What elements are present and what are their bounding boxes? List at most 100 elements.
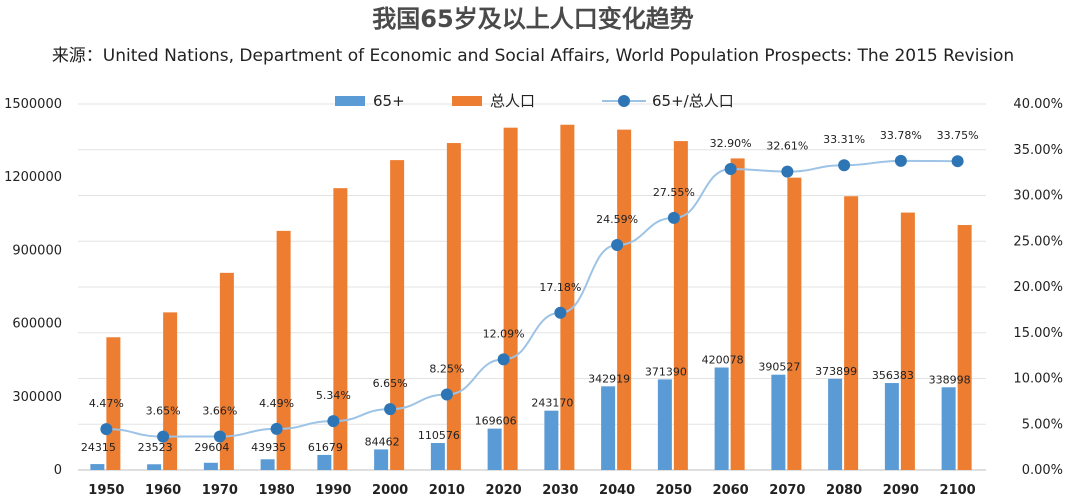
bar-total-population	[446, 143, 461, 471]
ratio-point	[384, 403, 397, 416]
bar-65-plus	[884, 383, 899, 470]
legend-label-ratio: 65+/总人口	[652, 92, 734, 110]
y-right-tick-label: 10.00%	[1013, 372, 1063, 387]
x-tick-label: 1950	[88, 483, 124, 498]
ratio-line-path	[106, 159, 958, 438]
ratio-label: 24.59%	[596, 213, 638, 226]
ratio-point	[213, 430, 226, 443]
bar-65-plus	[203, 462, 218, 470]
right-axis: 0.00% 5.00% 10.00% 15.00% 20.00% 25.00% 30.00%…	[1013, 97, 1063, 478]
x-tick-label: 2090	[883, 483, 919, 498]
bar-65-plus	[657, 379, 672, 470]
y-left-tick-label: 1500000	[4, 97, 62, 112]
x-tick-label: 2070	[769, 483, 805, 498]
ratio-label: 5.34%	[316, 389, 351, 402]
ratio-label: 27.55%	[653, 186, 695, 199]
bar-65-plus-label: 371390	[645, 365, 687, 378]
bar-65-plus-label: 390527	[758, 361, 800, 374]
x-tick-label: 1990	[315, 483, 351, 498]
bar-total-population	[219, 272, 234, 470]
ratio-label: 4.47%	[89, 397, 124, 410]
ratio-point	[781, 165, 794, 178]
ratio-point	[667, 211, 680, 224]
bar-total-population	[560, 124, 575, 471]
x-tick-label: 2030	[542, 483, 578, 498]
bar-65-plus-label: 420078	[702, 354, 744, 367]
ratio-point	[951, 155, 964, 168]
bar-65-plus-label: 373899	[815, 365, 857, 378]
ratio-point	[100, 423, 113, 436]
ratio-point	[611, 239, 624, 252]
bar-total-population	[787, 177, 802, 471]
x-tick-label: 1960	[145, 483, 181, 498]
bars: 24315 23523 29604 43935 61679 84462 110576 1696…	[81, 124, 972, 471]
ratio-point	[440, 388, 453, 401]
bar-total-population	[390, 160, 405, 470]
bar-total-population	[730, 158, 745, 471]
legend-swatch-total	[452, 96, 482, 106]
ratio-point	[327, 415, 340, 428]
bar-total-population	[163, 312, 178, 470]
y-left-tick-label: 1200000	[4, 170, 62, 185]
left-axis: 0 300000 600000 900000 1200000 1500000	[4, 97, 62, 478]
bar-65-plus	[374, 449, 389, 470]
bar-65-plus-label: 110576	[418, 429, 460, 442]
ratio-label: 32.61%	[766, 140, 808, 153]
bar-65-plus-label: 356383	[872, 369, 914, 382]
ratio-label: 3.65%	[146, 405, 181, 418]
legend-label-65-plus: 65+	[373, 92, 405, 110]
y-left-tick-label: 0	[54, 463, 62, 478]
x-tick-label: 2100	[940, 483, 976, 498]
y-right-tick-label: 25.00%	[1013, 234, 1063, 249]
chart-title: 我国65岁及以上人口变化趋势	[372, 5, 693, 33]
x-axis: 1950 1960 1970 1980 1990 2000 2010 2020 2030 2040…	[88, 483, 975, 498]
ratio-label: 4.49%	[259, 397, 294, 410]
x-tick-label: 2080	[826, 483, 862, 498]
y-left-tick-label: 300000	[12, 390, 62, 405]
bar-65-plus-label: 43935	[251, 441, 286, 454]
bar-total-population	[844, 196, 859, 470]
x-tick-label: 2010	[429, 483, 465, 498]
legend: 65+ 总人口 65+/总人口	[335, 92, 734, 110]
ratio-line: 4.47% 3.65% 3.66% 4.49% 5.34% 6.65% 8.25% 12.09…	[89, 129, 979, 443]
bar-65-plus-label: 84462	[365, 435, 400, 448]
bar-65-plus	[828, 378, 843, 470]
bar-65-plus	[601, 386, 616, 470]
ratio-point	[270, 422, 283, 435]
y-right-tick-label: 15.00%	[1013, 326, 1063, 341]
x-tick-label: 1980	[259, 483, 295, 498]
x-tick-label: 2050	[656, 483, 692, 498]
y-right-tick-label: 40.00%	[1013, 97, 1063, 112]
bar-total-population	[276, 230, 291, 470]
x-tick-label: 2060	[713, 483, 749, 498]
bar-65-plus-label: 338998	[929, 373, 971, 386]
x-tick-label: 1970	[202, 483, 238, 498]
ratio-point	[724, 162, 737, 175]
bar-65-plus	[317, 454, 332, 470]
legend-marker-ratio	[618, 95, 630, 107]
bar-65-plus	[714, 367, 729, 470]
ratio-point	[838, 159, 851, 172]
bar-65-plus	[260, 459, 275, 470]
bar-65-plus	[544, 410, 559, 470]
ratio-label: 6.65%	[373, 377, 408, 390]
bar-65-plus-label: 29604	[194, 441, 229, 454]
bar-total-population	[673, 141, 688, 470]
bar-65-plus-label: 342919	[588, 372, 630, 385]
ratio-label: 33.31%	[823, 133, 865, 146]
bar-total-population	[106, 337, 121, 470]
chart-subtitle: 来源：United Nations, Department of Economi…	[52, 46, 1014, 66]
bar-total-population	[617, 129, 632, 470]
bar-total-population	[333, 188, 348, 470]
bar-65-plus-label: 23523	[138, 441, 173, 454]
bar-65-plus-label: 169606	[475, 415, 517, 428]
bar-65-plus-label: 61679	[308, 441, 343, 454]
bar-total-population	[503, 127, 518, 470]
ratio-point	[894, 154, 907, 167]
y-right-tick-label: 0.00%	[1022, 463, 1063, 478]
ratio-label: 33.75%	[937, 129, 979, 142]
bar-65-plus	[771, 374, 786, 470]
ratio-point	[554, 306, 567, 319]
y-left-tick-label: 900000	[12, 243, 62, 258]
